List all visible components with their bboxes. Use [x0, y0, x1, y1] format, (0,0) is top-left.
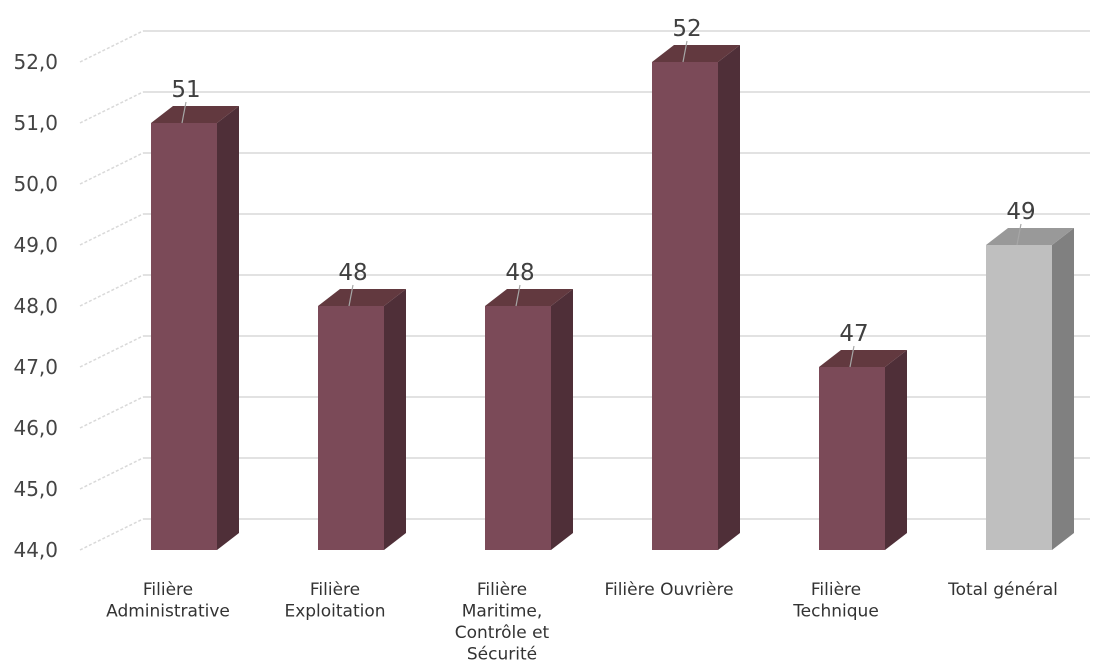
bar: [485, 289, 573, 550]
bar-top: [151, 106, 239, 123]
bar-top: [819, 350, 907, 367]
bar-front: [819, 367, 885, 550]
bar: [151, 106, 239, 550]
x-category-label: Filière Technique: [792, 580, 879, 622]
bar: [819, 350, 907, 550]
bar: [652, 45, 740, 550]
y-tick-label: 44,0: [13, 538, 58, 562]
data-label-leader: [348, 284, 354, 307]
bar-top: [652, 45, 740, 62]
data-label: 51: [171, 77, 200, 103]
bars: [151, 45, 1074, 550]
data-label: 49: [1006, 199, 1035, 225]
y-tick-label: 48,0: [13, 294, 58, 318]
bar-side: [885, 350, 907, 550]
y-tick-label: 45,0: [13, 477, 58, 501]
gridline-depth: [79, 274, 144, 307]
bar-top: [485, 289, 573, 306]
data-label: 47: [839, 321, 868, 347]
y-tick-label: 46,0: [13, 416, 58, 440]
bar-front: [485, 306, 551, 550]
y-tick-label: 49,0: [13, 233, 58, 257]
bar-side: [718, 45, 740, 550]
y-tick-label: 52,0: [13, 50, 58, 74]
y-tick-label: 47,0: [13, 355, 58, 379]
data-label-leader: [1016, 223, 1022, 246]
data-label-leader: [849, 345, 855, 368]
data-labels: 51 48 48 52 47 49: [171, 16, 1036, 368]
y-tick-label: 51,0: [13, 111, 58, 135]
bar-front: [151, 123, 217, 550]
bar-front: [986, 245, 1052, 550]
bar-side: [217, 106, 239, 550]
gridline-depth: [79, 396, 144, 429]
data-label: 52: [672, 16, 701, 42]
gridline-depth: [79, 152, 144, 185]
bar: [986, 228, 1074, 550]
x-category-label: Filière Exploitation: [284, 580, 385, 622]
bar-top: [318, 289, 406, 306]
gridlines: [79, 30, 1090, 551]
gridline-depth: [79, 213, 144, 246]
x-category-label: Filière Maritime, Contrôle et Sécurité: [455, 580, 550, 665]
y-axis-ticks: 44,0 45,0 46,0 47,0 48,0 49,0 50,0 51,0 52,0: [13, 50, 58, 562]
data-label-leader: [181, 101, 187, 124]
gridline-depth: [79, 91, 144, 124]
data-label-leader: [515, 284, 521, 307]
y-tick-label: 50,0: [13, 172, 58, 196]
bar: [318, 289, 406, 550]
x-axis-categories: Filière Administrative Filière Exploitation…: [106, 580, 1058, 665]
bar-front: [652, 62, 718, 550]
gridline-depth: [79, 457, 144, 490]
data-label: 48: [505, 260, 534, 286]
bar-side: [384, 289, 406, 550]
data-label: 48: [338, 260, 367, 286]
bar-side: [1052, 228, 1074, 550]
x-category-label: Filière Ouvrière: [604, 580, 733, 600]
bar-side: [551, 289, 573, 550]
gridline-depth: [79, 518, 144, 551]
bar-front: [318, 306, 384, 550]
gridline-depth: [79, 335, 144, 368]
bar-top: [986, 228, 1074, 245]
x-category-label: Total général: [947, 580, 1058, 600]
x-category-label: Filière Administrative: [106, 580, 230, 622]
gridline-depth: [79, 30, 144, 63]
data-label-leader: [682, 40, 688, 63]
